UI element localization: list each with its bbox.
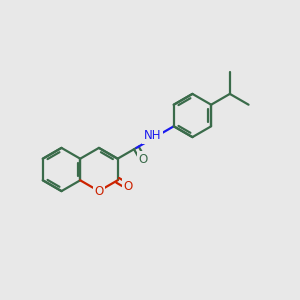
Text: O: O bbox=[94, 184, 104, 198]
Text: O: O bbox=[124, 180, 133, 193]
Text: NH: NH bbox=[144, 129, 161, 142]
Text: O: O bbox=[138, 153, 148, 166]
